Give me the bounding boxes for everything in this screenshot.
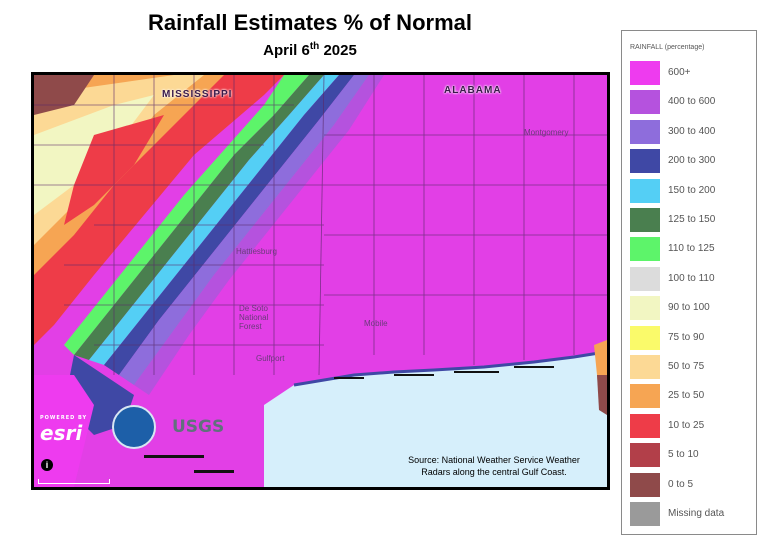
coast-islands: [144, 366, 554, 473]
coast-fringe: [293, 351, 600, 387]
esri-wordmark: esri: [40, 421, 83, 445]
legend-swatch: [630, 443, 660, 468]
legend-label: 25 to 50: [668, 390, 705, 402]
legend-swatch: [630, 90, 660, 115]
rainfall-map[interactable]: MISSISSIPPI ALABAMA Hattiesburg De Soto …: [31, 72, 610, 490]
source-note: Source: National Weather Service Weather…: [408, 455, 580, 477]
legend-label: 5 to 10: [668, 449, 699, 461]
legend-swatch: [630, 178, 660, 203]
noaa-logo: [112, 405, 156, 449]
legend-item: 125 to 150: [630, 208, 754, 232]
legend-item: Missing data: [630, 502, 754, 526]
legend-label: 90 to 100: [668, 302, 710, 314]
legend-swatch: [630, 119, 660, 144]
legend-item: 90 to 100: [630, 296, 754, 321]
legend-swatch: [630, 502, 660, 526]
legend-item: 75 to 90: [630, 325, 754, 350]
info-icon[interactable]: i: [41, 459, 53, 471]
usgs-logo: USGS: [172, 417, 225, 437]
band-darkgreen: [74, 75, 324, 360]
state-label-alabama: ALABAMA: [444, 85, 502, 96]
legend-swatch: [630, 296, 660, 321]
city-label-desoto: De Soto National Forest: [239, 304, 269, 331]
legend-swatch: [630, 413, 660, 438]
legend-item: 0 to 5: [630, 472, 754, 497]
legend-swatch: [630, 237, 660, 262]
legend-label: 50 to 75: [668, 361, 705, 372]
esri-powered-by: POWERED BY: [40, 415, 88, 421]
city-label-mobile: Mobile: [364, 319, 388, 328]
band-violet: [119, 75, 369, 385]
legend-label: 150 to 200: [668, 184, 716, 196]
legend-swatch: [630, 208, 660, 232]
legend-item: 200 to 300: [630, 149, 754, 174]
legend-swatch: [630, 384, 660, 409]
legend-swatch: [630, 325, 660, 350]
state-label-mississippi: MISSISSIPPI: [162, 89, 233, 100]
legend-item: 25 to 50: [630, 384, 754, 409]
legend-item: 10 to 25: [630, 413, 754, 438]
scale-bar: [38, 479, 110, 484]
map-subtitle: April 6th 2025: [0, 41, 620, 59]
legend-item: 150 to 200: [630, 178, 754, 203]
gulf-water: [264, 353, 607, 487]
legend-label: Missing data: [668, 508, 725, 519]
legend-item: 100 to 110: [630, 266, 754, 291]
legend-label: 400 to 600: [668, 96, 716, 108]
legend-item: 400 to 600: [630, 90, 754, 115]
legend-item: 110 to 125: [630, 237, 754, 262]
band-cyan: [89, 75, 339, 365]
city-label-montgomery: Montgomery: [524, 128, 569, 137]
legend-label: 125 to 150: [668, 214, 716, 225]
legend-item: 50 to 75: [630, 355, 754, 379]
subtitle-year: 2025: [319, 42, 357, 59]
legend-swatch: [630, 266, 660, 291]
legend-panel: RAINFALL (percentage) 600+ 400 to 600 300 …: [621, 30, 757, 535]
legend-label: 110 to 125: [668, 243, 715, 255]
esri-logo: POWERED BY esri: [40, 415, 87, 445]
subtitle-date: April 6: [263, 42, 310, 59]
county-lines: [34, 75, 607, 376]
city-label-hattiesburg: Hattiesburg: [236, 247, 277, 256]
legend-label: 600+: [668, 67, 691, 78]
legend-item: 5 to 10: [630, 443, 754, 468]
band-purple: [134, 75, 384, 395]
legend-item: 300 to 400: [630, 119, 754, 144]
rainfall-map-graphic: [34, 75, 607, 487]
legend-label: 10 to 25: [668, 419, 705, 431]
legend-label: 200 to 300: [668, 155, 716, 167]
map-title: Rainfall Estimates % of Normal: [148, 10, 472, 35]
legend-label: 300 to 400: [668, 125, 716, 137]
legend-title: RAINFALL (percentage): [630, 44, 705, 51]
legend-swatch: [630, 472, 660, 497]
legend-swatch: [630, 149, 660, 174]
legend-item: 600+: [630, 61, 754, 85]
legend-swatch: [630, 355, 660, 379]
legend-swatch: [630, 61, 660, 85]
band-green: [64, 75, 309, 355]
city-label-gulfport: Gulfport: [256, 354, 285, 363]
legend-label: 75 to 90: [668, 331, 705, 343]
legend-label: 100 to 110: [668, 272, 715, 284]
subtitle-ordinal: th: [309, 41, 320, 52]
legend-label: 0 to 5: [668, 478, 694, 490]
east-edge-dark: [597, 375, 607, 415]
